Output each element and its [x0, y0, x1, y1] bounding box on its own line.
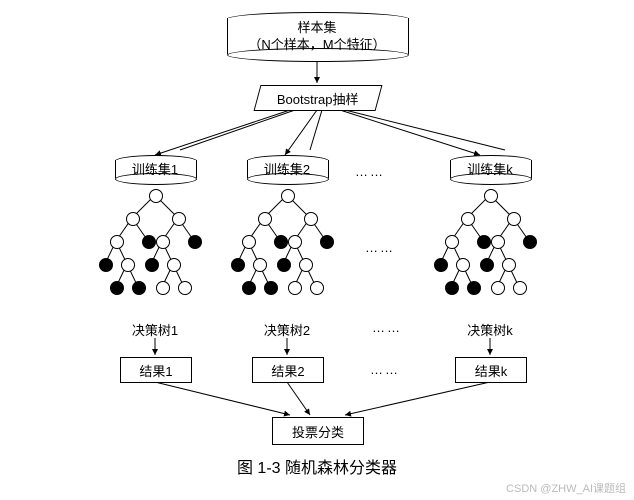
tree3-node	[456, 258, 470, 272]
tree2-node	[274, 235, 288, 249]
tree3-node	[477, 235, 491, 249]
tree2-node	[288, 281, 302, 295]
tree2-node	[258, 212, 272, 226]
result-box-k: 结果k	[455, 357, 527, 383]
sample-set-line2: （N个样本，M个特征）	[227, 37, 407, 54]
result-label-1: 结果1	[139, 361, 172, 380]
tree3-node	[445, 235, 459, 249]
tree2-node	[277, 258, 291, 272]
tree2-node	[242, 235, 256, 249]
connector-lines	[10, 10, 624, 450]
result-label-2: 结果2	[271, 361, 304, 380]
tree2-node	[320, 235, 334, 249]
ellipsis-trainsets: ……	[355, 164, 385, 179]
bootstrap-box: Bootstrap抽样	[254, 85, 383, 111]
ellipsis-trees: ……	[365, 240, 395, 255]
random-forest-diagram: 样本集 （N个样本，M个特征） Bootstrap抽样 训练集1 训练集2 训练…	[10, 10, 624, 450]
tree1-node	[167, 258, 181, 272]
tree3-node	[445, 281, 459, 295]
trainset-1-label: 训练集1	[115, 162, 195, 179]
tree2-node	[304, 212, 318, 226]
trainset-2-label: 训练集2	[247, 162, 327, 179]
tree3-node	[467, 281, 481, 295]
tree2-node	[264, 281, 278, 295]
tree-label-1: 决策树1	[125, 320, 185, 339]
vote-label: 投票分类	[292, 422, 344, 441]
result-box-1: 结果1	[120, 357, 192, 383]
sample-set-line1: 样本集	[227, 20, 407, 37]
tree1-node	[110, 235, 124, 249]
tree1-node	[145, 258, 159, 272]
tree2-node	[253, 258, 267, 272]
tree2-node	[299, 258, 313, 272]
tree1-node	[156, 281, 170, 295]
tree3-node	[507, 212, 521, 226]
tree2-node	[310, 281, 324, 295]
bootstrap-label: Bootstrap抽样	[277, 89, 359, 108]
tree2-node	[242, 281, 256, 295]
tree3-node	[461, 212, 475, 226]
tree1-node	[149, 189, 163, 203]
vote-box: 投票分类	[272, 417, 364, 445]
watermark: CSDN @ZHW_AI课题组	[506, 480, 626, 496]
tree1-node	[110, 281, 124, 295]
tree3-node	[502, 258, 516, 272]
tree1-node	[178, 281, 192, 295]
tree2-node	[281, 189, 295, 203]
tree1-node	[132, 281, 146, 295]
tree3-node	[523, 235, 537, 249]
tree3-node	[491, 235, 505, 249]
figure-caption: 图 1-3 随机森林分类器	[10, 454, 624, 478]
tree1-node	[156, 235, 170, 249]
result-label-k: 结果k	[475, 361, 508, 380]
tree-label-2: 决策树2	[257, 320, 317, 339]
tree3-node	[480, 258, 494, 272]
trainset-k-label: 训练集k	[450, 162, 530, 179]
tree1-node	[188, 235, 202, 249]
tree2-node	[231, 258, 245, 272]
ellipsis-results: ……	[370, 362, 400, 377]
tree2-node	[288, 235, 302, 249]
tree1-node	[99, 258, 113, 272]
tree3-node	[491, 281, 505, 295]
tree-label-k: 决策树k	[460, 320, 520, 339]
tree3-node	[513, 281, 527, 295]
ellipsis-treelabels: ……	[372, 320, 402, 335]
tree1-node	[142, 235, 156, 249]
tree1-node	[121, 258, 135, 272]
tree3-node	[484, 189, 498, 203]
tree3-node	[434, 258, 448, 272]
tree1-node	[172, 212, 186, 226]
tree1-node	[126, 212, 140, 226]
result-box-2: 结果2	[252, 357, 324, 383]
